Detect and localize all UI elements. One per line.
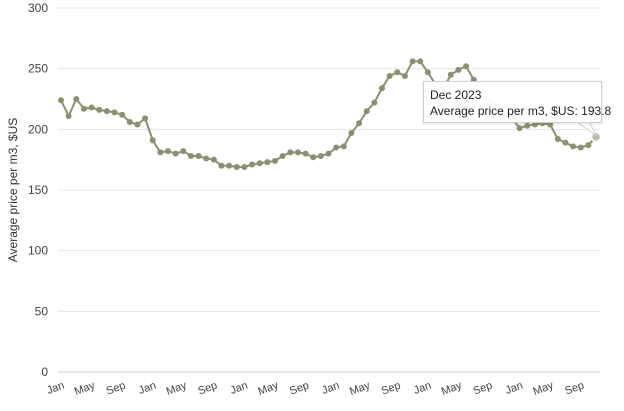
data-point xyxy=(401,72,408,79)
x-tick-label: Sep xyxy=(288,380,311,398)
data-point xyxy=(103,108,110,115)
data-point xyxy=(524,122,531,129)
data-point xyxy=(218,162,225,169)
data-point xyxy=(348,129,355,136)
data-point xyxy=(73,96,80,102)
x-tick-label: Jan xyxy=(137,380,158,397)
data-point xyxy=(417,58,424,65)
data-point xyxy=(58,97,64,104)
data-point xyxy=(294,149,301,156)
gridlines xyxy=(58,7,600,373)
x-tick-label: Sep xyxy=(105,380,128,398)
y-tick-label: 150 xyxy=(28,183,48,197)
data-point xyxy=(577,144,584,151)
data-point xyxy=(172,150,179,157)
data-point xyxy=(386,72,393,79)
y-axis-label: Average price per m3, $US xyxy=(6,118,20,263)
data-point xyxy=(272,157,278,164)
x-tick-label: Sep xyxy=(380,380,403,398)
data-point xyxy=(317,153,324,160)
data-point xyxy=(134,121,141,128)
data-point xyxy=(233,163,240,170)
data-point xyxy=(516,125,523,132)
data-point xyxy=(249,161,256,168)
x-tick-label: May xyxy=(440,379,464,398)
data-point xyxy=(142,115,149,122)
data-point xyxy=(241,163,248,170)
data-point xyxy=(325,150,332,157)
x-axis: Jan May Sep Jan May Sep Jan May Sep Jan May Sep Jan M… xyxy=(45,379,585,398)
data-point xyxy=(409,58,416,65)
data-point xyxy=(562,139,569,146)
y-tick-label: 300 xyxy=(28,1,48,15)
data-point xyxy=(463,63,470,70)
data-point xyxy=(187,153,194,160)
x-tick-label: Jan xyxy=(320,380,341,397)
x-tick-label: May xyxy=(165,379,189,398)
data-point xyxy=(379,85,385,92)
y-tick-label: 250 xyxy=(28,62,48,76)
data-point xyxy=(394,69,401,76)
highlighted-data-point xyxy=(590,131,602,143)
data-point xyxy=(180,148,187,155)
x-tick-label: Jan xyxy=(229,380,250,397)
data-point xyxy=(455,66,462,73)
data-point xyxy=(65,112,72,119)
data-point xyxy=(333,144,340,151)
x-tick-label: Sep xyxy=(196,380,219,398)
data-point xyxy=(424,69,431,76)
data-point xyxy=(256,160,263,167)
data-point xyxy=(149,137,156,144)
data-point xyxy=(585,142,592,149)
x-tick-label: May xyxy=(348,379,372,398)
data-point xyxy=(210,156,217,163)
data-point xyxy=(96,106,103,113)
data-point xyxy=(119,111,126,118)
data-point xyxy=(80,105,87,112)
data-point xyxy=(88,104,95,111)
data-point xyxy=(126,119,133,126)
data-point xyxy=(195,153,202,160)
data-point xyxy=(340,143,347,150)
data-point xyxy=(157,149,164,156)
data-point xyxy=(570,143,577,150)
data-point xyxy=(302,150,309,157)
tooltip-value: Average price per m3, $US: 193.8 xyxy=(430,104,612,118)
data-point xyxy=(165,148,171,155)
data-point xyxy=(226,162,233,169)
x-tick-label: Jan xyxy=(45,380,66,397)
data-point xyxy=(310,154,317,161)
data-point xyxy=(554,136,561,143)
data-point xyxy=(264,159,271,166)
y-tick-label: 0 xyxy=(41,365,48,379)
data-point xyxy=(371,99,378,106)
x-tick-label: May xyxy=(73,379,97,398)
data-point xyxy=(111,109,118,116)
y-tick-label: 100 xyxy=(28,244,48,258)
data-point xyxy=(356,120,363,127)
data-point xyxy=(203,155,210,162)
hover-tooltip: Dec 2023 Average price per m3, $US: 193.… xyxy=(423,81,612,123)
x-tick-label: May xyxy=(256,379,280,398)
x-tick-label: Jan xyxy=(504,380,525,397)
x-tick-label: Sep xyxy=(563,380,586,398)
x-tick-label: May xyxy=(532,379,556,398)
data-point xyxy=(447,71,454,78)
y-tick-label: 200 xyxy=(28,122,48,136)
data-point xyxy=(363,108,370,115)
data-point xyxy=(279,153,286,160)
tooltip-date: Dec 2023 xyxy=(430,88,482,102)
y-axis: 0 50 100 150 200 250 300 xyxy=(28,1,48,379)
x-tick-label: Jan xyxy=(412,380,433,397)
x-tick-label: Sep xyxy=(472,380,495,398)
data-point xyxy=(287,149,294,156)
y-tick-label: 50 xyxy=(35,304,49,318)
